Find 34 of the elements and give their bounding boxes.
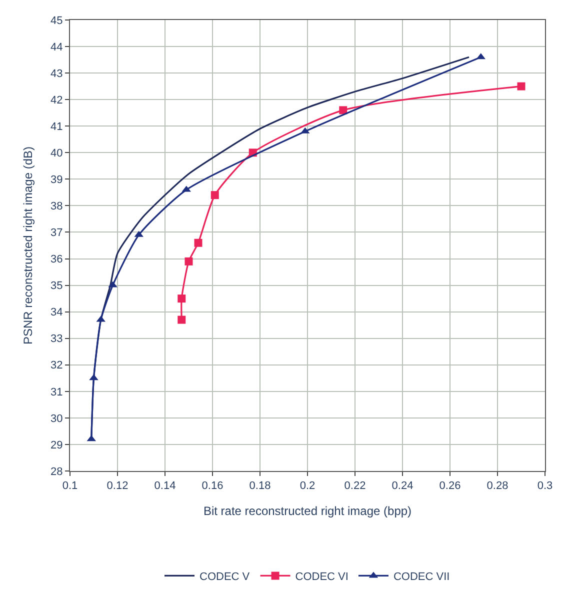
y-tick-label: 43: [50, 68, 63, 80]
y-tick-label: 36: [50, 254, 63, 266]
x-tick-label: 0.24: [392, 480, 414, 492]
y-tick-label: 28: [50, 466, 63, 478]
legend-label: CODEC VI: [295, 570, 348, 583]
y-tick-label: 29: [50, 439, 63, 452]
x-tick-label: 0.18: [249, 480, 271, 492]
y-tick-label: 34: [50, 306, 63, 319]
x-tick-label: 0.16: [202, 480, 224, 492]
y-tick-label: 42: [50, 94, 63, 106]
y-tick-label: 39: [50, 174, 63, 186]
x-axis-title: Bit rate reconstructed right image (bpp): [203, 504, 412, 518]
y-tick-label: 32: [50, 360, 63, 372]
y-tick-label: 31: [50, 386, 63, 398]
y-tick-label: 30: [50, 412, 63, 425]
y-tick-label: 44: [50, 41, 63, 54]
x-tick-label: 0.14: [154, 480, 176, 492]
legend-label: CODEC VII: [393, 570, 450, 583]
y-tick-label: 41: [50, 120, 63, 133]
x-tick-label: 0.22: [344, 480, 366, 492]
x-tick-label: 0.3: [537, 480, 553, 492]
y-tick-label: 40: [50, 148, 63, 160]
x-tick-label: 0.2: [300, 480, 316, 492]
x-tick-label: 0.1: [62, 480, 78, 492]
y-tick-label: 45: [50, 14, 63, 27]
y-tick-label: 33: [50, 333, 63, 346]
x-tick-label: 0.12: [106, 480, 128, 492]
y-tick-label: 35: [50, 280, 63, 292]
x-tick-label: 0.26: [439, 480, 461, 492]
y-tick-label: 37: [50, 227, 63, 240]
x-tick-label: 0.28: [486, 480, 508, 492]
y-tick-label: 38: [50, 200, 63, 213]
legend-label: CODEC V: [200, 570, 250, 583]
y-axis-title: PSNR reconstructed right image (dB): [20, 146, 35, 345]
